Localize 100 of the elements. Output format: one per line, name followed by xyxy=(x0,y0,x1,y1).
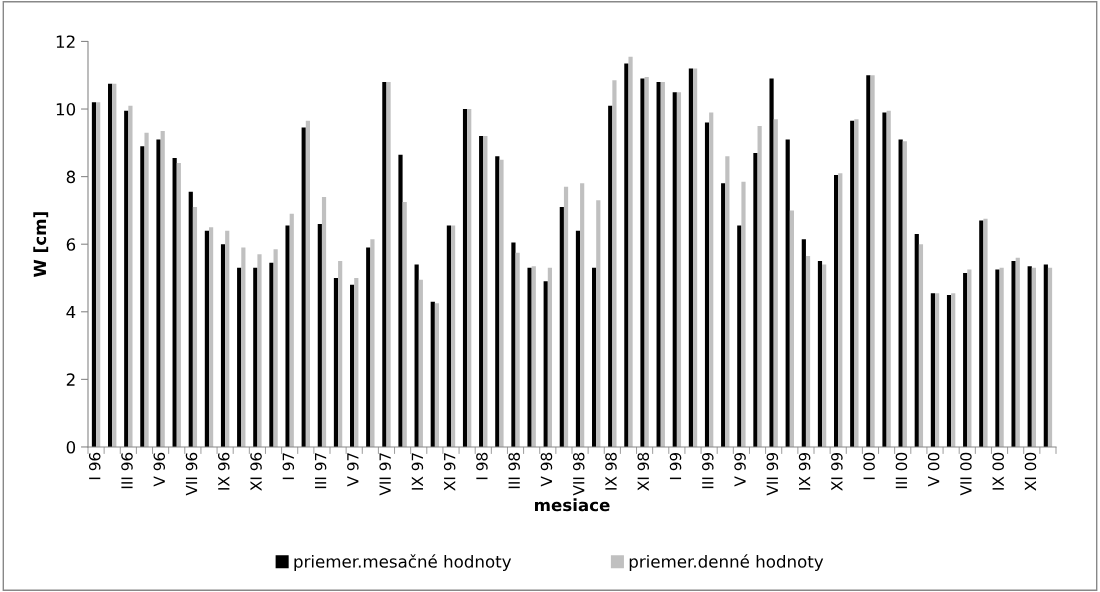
bar xyxy=(446,225,451,447)
bar xyxy=(144,132,149,447)
bar xyxy=(882,112,887,447)
bar xyxy=(773,119,778,447)
bar xyxy=(402,201,407,447)
bar xyxy=(946,294,952,447)
y-tick-label: 2 xyxy=(66,373,75,386)
bar xyxy=(838,173,843,447)
bar xyxy=(301,127,306,447)
bar xyxy=(414,264,419,447)
bar xyxy=(644,76,649,447)
y-tick-label: 8 xyxy=(66,170,76,184)
bar xyxy=(785,139,790,447)
bar xyxy=(354,277,359,447)
bar xyxy=(386,81,391,447)
x-tick-label: IX 99 xyxy=(798,452,811,490)
bar xyxy=(527,267,532,447)
x-tick-label: V 97 xyxy=(347,453,359,487)
x-tick-label: I 00 xyxy=(863,452,875,480)
y-tick-label: 4 xyxy=(66,305,76,319)
y-tick-label: 12 xyxy=(56,35,75,48)
bar xyxy=(204,230,209,447)
bar xyxy=(902,141,907,447)
x-tick-label: VII 98 xyxy=(572,452,585,496)
bar xyxy=(1043,264,1048,447)
bar xyxy=(1011,261,1016,447)
x-tick-label: V 00 xyxy=(927,452,940,487)
x-axis-title: mesiace xyxy=(535,498,610,512)
bar xyxy=(511,242,516,447)
bar xyxy=(188,191,193,447)
bar xyxy=(741,181,746,447)
bar xyxy=(418,279,423,447)
bar xyxy=(963,272,968,447)
x-tick-label: I 98 xyxy=(476,452,488,480)
bar xyxy=(237,267,242,447)
bar xyxy=(656,81,661,447)
legend-label: priemer.mesačné hodnoty xyxy=(294,554,512,572)
bar xyxy=(704,122,710,447)
bar xyxy=(176,163,181,447)
bar xyxy=(140,146,145,447)
x-tick-label: V 99 xyxy=(734,452,746,487)
bar xyxy=(172,158,177,447)
bar xyxy=(693,68,698,447)
bar xyxy=(866,75,871,447)
bar xyxy=(317,223,322,447)
x-tick-label: VII 99 xyxy=(766,452,779,496)
bar xyxy=(124,110,129,447)
bar xyxy=(995,269,1000,447)
bar xyxy=(628,56,633,447)
x-tick-label: XI 00 xyxy=(1024,452,1037,491)
bar xyxy=(914,234,919,447)
bar xyxy=(930,293,935,447)
bar xyxy=(253,267,258,447)
bar xyxy=(999,267,1004,447)
bar xyxy=(608,105,613,447)
bar xyxy=(624,63,629,447)
x-tick-label: III 97 xyxy=(314,453,327,489)
bar xyxy=(273,249,278,447)
bar xyxy=(1031,267,1036,447)
bar xyxy=(596,200,601,447)
bar xyxy=(430,301,435,447)
bar xyxy=(898,139,903,447)
y-tick-label: 0 xyxy=(66,440,76,454)
bar xyxy=(257,254,262,447)
bar xyxy=(580,183,585,447)
x-tick-label: III 98 xyxy=(508,452,520,489)
bar xyxy=(398,154,403,447)
bar xyxy=(721,183,726,447)
x-tick-label: XI 99 xyxy=(831,452,843,491)
x-tick-label: V 96 xyxy=(153,452,166,487)
bar xyxy=(575,230,581,447)
x-tick-label: I 99 xyxy=(669,452,682,480)
bar xyxy=(543,281,548,447)
bar xyxy=(220,244,226,447)
bar xyxy=(483,136,488,447)
bar xyxy=(451,225,456,447)
bar xyxy=(108,83,113,447)
y-tick-label: 6 xyxy=(66,238,76,251)
bar xyxy=(96,102,101,447)
bar xyxy=(156,139,161,447)
bar xyxy=(563,186,569,447)
bar xyxy=(333,277,339,447)
x-tick-label: VII 96 xyxy=(185,452,198,496)
bar xyxy=(495,156,500,447)
bar xyxy=(209,227,214,447)
bar xyxy=(951,293,956,447)
bar xyxy=(676,92,682,447)
bar xyxy=(462,109,468,447)
bar xyxy=(935,293,940,447)
bar xyxy=(983,218,988,447)
bar xyxy=(640,78,645,447)
x-tick-label: III 96 xyxy=(121,452,133,489)
bar xyxy=(559,207,564,447)
bar xyxy=(886,110,891,447)
x-tick-label: VII 97 xyxy=(379,453,391,496)
bar xyxy=(547,267,552,447)
bar xyxy=(1047,267,1053,447)
bar xyxy=(1015,257,1020,447)
bar xyxy=(91,102,97,447)
bar xyxy=(1027,266,1032,447)
